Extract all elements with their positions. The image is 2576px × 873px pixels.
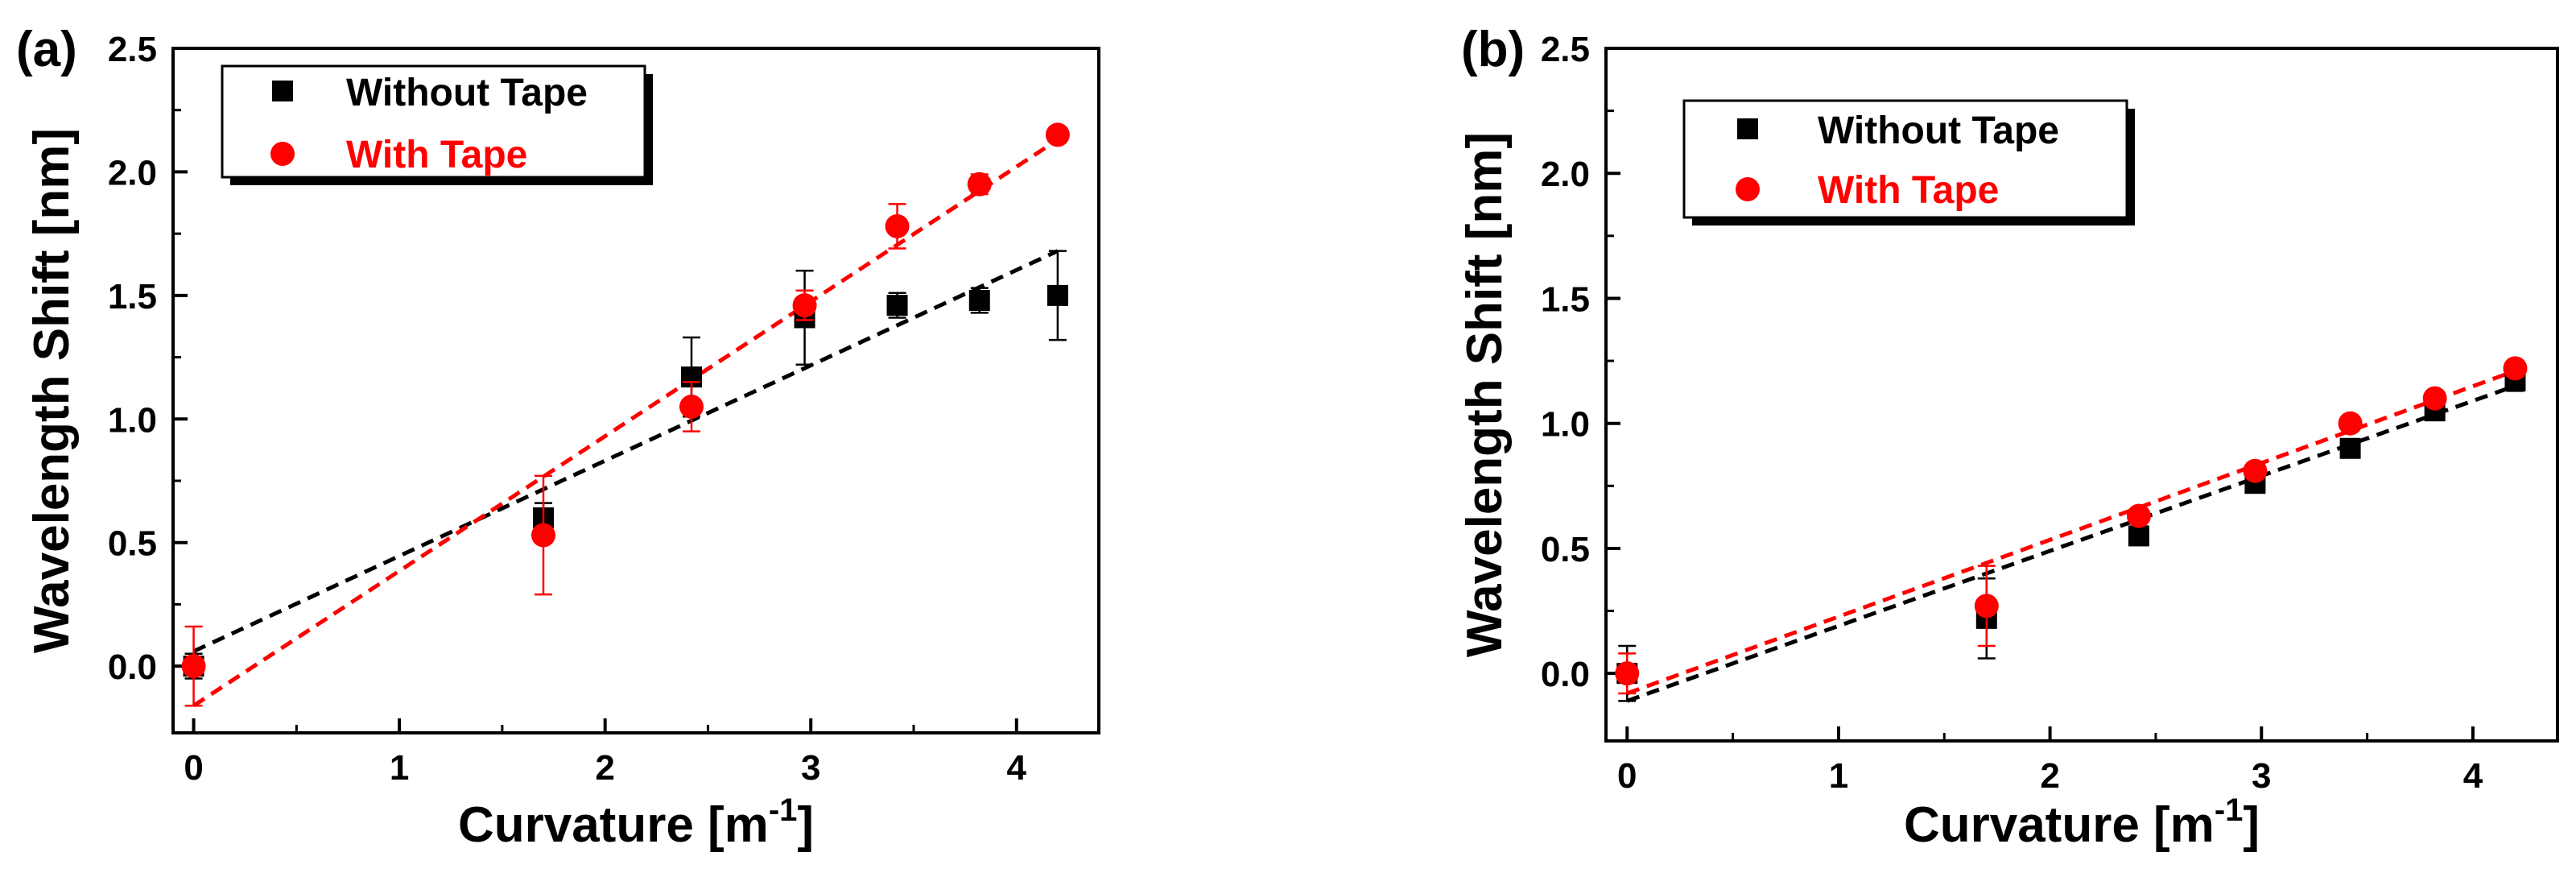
axis-ticks: 0 1 2 3 4 0.0 0.5 1.0 1.5 2.0 2.5 — [108, 30, 1027, 788]
panel-label: (a) — [16, 22, 77, 77]
legend-label-without-tape: Without Tape — [1818, 110, 2059, 152]
x-axis-title: Curvature [m-1] — [1904, 792, 2260, 853]
legend: Without Tape With Tape — [221, 64, 653, 185]
data-point-with-tape — [531, 523, 555, 548]
axis-ticks: 0 1 2 3 4 0.0 0.5 1.0 1.5 2.0 2.5 — [1541, 30, 2483, 796]
data-marks — [181, 122, 1070, 708]
x-tick-label: 3 — [2252, 756, 2271, 796]
y-tick-label: 1.5 — [108, 277, 157, 317]
x-axis-title: Curvature [m-1] — [458, 792, 814, 853]
data-point-with-tape — [2126, 503, 2151, 528]
plot-area-frame — [171, 47, 1100, 734]
data-point-with-tape — [2338, 411, 2363, 436]
fit-line-without-tape — [1626, 383, 2516, 703]
data-point-with-tape — [792, 293, 817, 318]
data-marks — [1615, 356, 2528, 703]
x-tick-label: 4 — [1007, 748, 1027, 788]
data-point-with-tape — [1045, 122, 1070, 147]
chart-panel-a: (a) 0 1 2 3 4 0.0 0.5 1.0 1.5 2.0 2.5 Wavelength S… — [16, 22, 1100, 853]
data-point-with-tape — [1974, 594, 1999, 619]
y-tick-label: 1.0 — [108, 400, 157, 440]
legend-marker-circle — [1736, 177, 1760, 201]
x-axis-title-end: ] — [2243, 797, 2260, 853]
data-point-without-tape — [2339, 437, 2361, 459]
x-tick-label: 3 — [801, 748, 820, 788]
y-axis-title: Wavelength Shift [nm] — [24, 128, 80, 653]
data-point-without-tape — [2128, 525, 2149, 547]
data-point-without-tape — [1046, 284, 1068, 306]
y-tick-label: 1.0 — [1541, 405, 1590, 445]
y-tick-label: 2.0 — [108, 153, 157, 192]
legend: Without Tape With Tape — [1682, 99, 2135, 225]
data-point-with-tape — [1615, 661, 1640, 686]
x-tick-label: 1 — [1829, 756, 1848, 796]
legend-marker-square — [272, 81, 293, 101]
x-tick-label: 0 — [184, 748, 203, 788]
chart-panel-b: (b) 0 1 2 3 4 0.0 0.5 1.0 1.5 2.0 2.5 Wavelength S… — [1457, 22, 2559, 853]
data-point-with-tape — [181, 654, 206, 679]
panel-label: (b) — [1461, 22, 1525, 77]
data-point-without-tape — [968, 289, 990, 311]
x-axis-title-superscript: -1 — [2215, 792, 2244, 828]
x-tick-label: 2 — [595, 748, 614, 788]
y-tick-label: 1.5 — [1541, 279, 1590, 319]
data-point-with-tape — [2503, 356, 2528, 381]
y-tick-label: 2.0 — [1541, 155, 1590, 194]
y-tick-label: 0.0 — [1541, 655, 1590, 694]
data-point-with-tape — [2422, 386, 2447, 411]
x-tick-label: 4 — [2463, 756, 2483, 796]
y-tick-label: 0.5 — [108, 524, 157, 564]
fit-line-without-tape — [192, 249, 1059, 654]
fit-line-with-tape — [192, 138, 1059, 708]
x-tick-label: 2 — [2040, 756, 2059, 796]
x-axis-title-main: Curvature [m — [458, 797, 769, 853]
x-axis-title-superscript: -1 — [769, 792, 798, 828]
legend-marker-circle — [270, 142, 295, 166]
y-tick-label: 0.5 — [1541, 530, 1590, 569]
data-point-with-tape — [885, 213, 910, 238]
x-tick-label: 0 — [1617, 756, 1637, 796]
x-axis-title-end: ] — [797, 797, 814, 853]
y-tick-label: 0.0 — [108, 648, 157, 687]
y-axis-title: Wavelength Shift [nm] — [1457, 132, 1513, 657]
data-point-without-tape — [886, 295, 908, 317]
fit-line-with-tape — [1626, 369, 2516, 696]
x-tick-label: 1 — [390, 748, 409, 788]
data-point-with-tape — [679, 394, 704, 419]
legend-label-with-tape: With Tape — [346, 134, 527, 176]
x-axis-title-main: Curvature [m — [1904, 797, 2215, 853]
legend-label-without-tape: Without Tape — [346, 72, 588, 114]
y-tick-label: 2.5 — [1541, 30, 1590, 69]
data-point-with-tape — [2243, 458, 2268, 483]
data-point-with-tape — [967, 172, 992, 197]
legend-label-with-tape: With Tape — [1818, 169, 1999, 212]
plot-area-frame — [1604, 47, 2559, 743]
legend-marker-square — [1737, 118, 1758, 139]
y-tick-label: 2.5 — [108, 30, 157, 69]
